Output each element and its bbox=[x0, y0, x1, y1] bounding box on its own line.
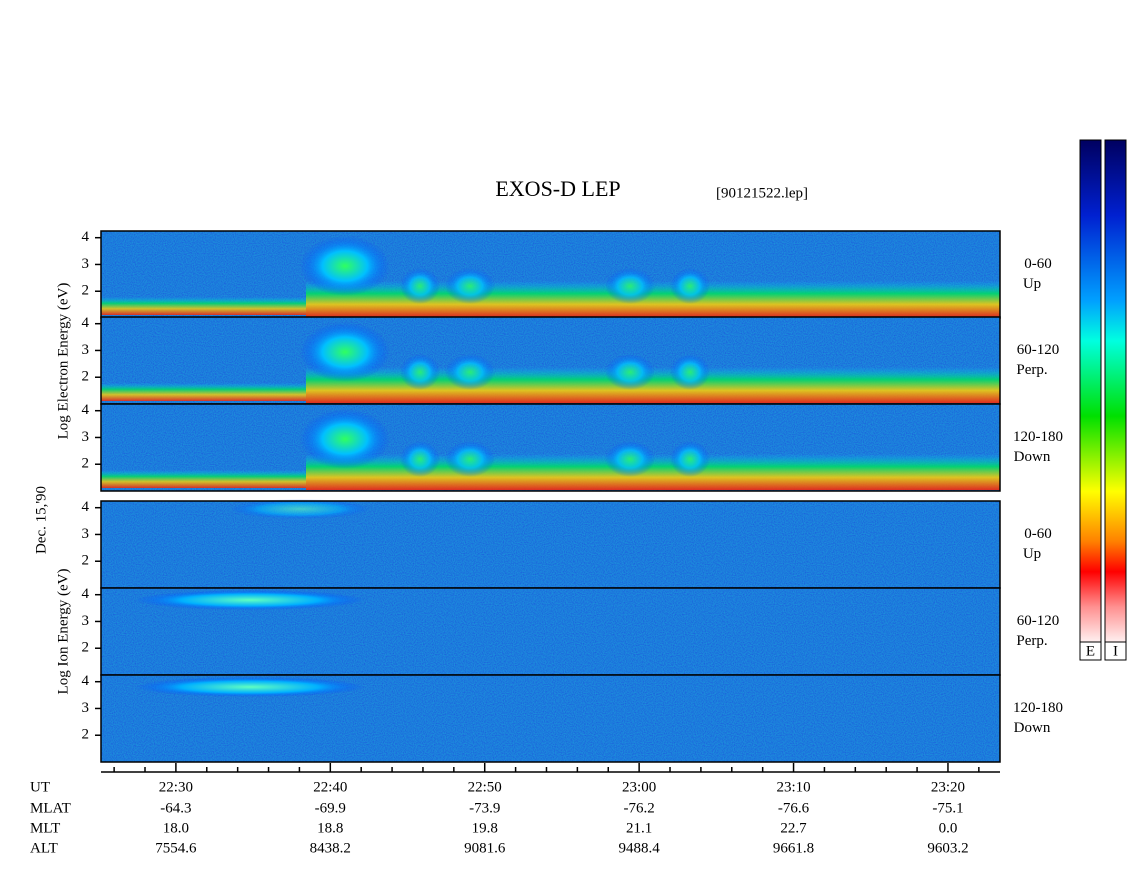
y-tick-label: 2 bbox=[82, 456, 90, 472]
row-value: -75.1 bbox=[932, 800, 963, 816]
row-value: 0.0 bbox=[939, 820, 958, 836]
row-value: 9661.8 bbox=[773, 840, 814, 856]
pitch-angle: 120-180 bbox=[1013, 700, 1063, 716]
row-label: ALT bbox=[30, 840, 58, 856]
row-label: MLT bbox=[30, 820, 60, 836]
row-value: 22.7 bbox=[780, 820, 807, 836]
y-tick-label: 4 bbox=[82, 315, 90, 331]
spectrum-blob bbox=[445, 441, 495, 477]
y-tick-label: 4 bbox=[82, 402, 90, 418]
y-tick-label: 3 bbox=[82, 342, 90, 358]
direction: Up bbox=[1023, 276, 1041, 292]
spectrum-blob bbox=[445, 268, 495, 304]
spectrum-blob bbox=[670, 354, 710, 390]
group-ylabel: Log Electron Energy (eV) bbox=[55, 283, 71, 440]
row-value: 7554.6 bbox=[155, 840, 197, 856]
direction: Perp. bbox=[1016, 633, 1047, 649]
spectrum-blob bbox=[400, 268, 440, 304]
spectrum-band bbox=[101, 470, 306, 488]
y-tick-label: 4 bbox=[82, 499, 90, 515]
x-tick-label: 23:10 bbox=[776, 779, 810, 795]
spectrum-blob bbox=[445, 354, 495, 390]
spectrum-blob bbox=[605, 268, 655, 304]
pitch-angle: 60-120 bbox=[1017, 342, 1060, 358]
direction: Down bbox=[1014, 720, 1051, 736]
title: EXOS-D LEP bbox=[495, 176, 620, 201]
spectrum-blob bbox=[135, 590, 365, 610]
pitch-angle: 0-60 bbox=[1024, 256, 1052, 272]
direction: Up bbox=[1023, 546, 1041, 562]
row-value: 21.1 bbox=[626, 820, 652, 836]
y-tick-label: 3 bbox=[82, 613, 90, 629]
spectrum-band bbox=[101, 383, 306, 401]
row-label: MLAT bbox=[30, 800, 71, 816]
row-value: 18.0 bbox=[163, 820, 189, 836]
x-tick-label: 22:50 bbox=[468, 779, 502, 795]
spectrum-blob bbox=[135, 677, 365, 697]
colorbar-label: E bbox=[1086, 643, 1095, 659]
spectrogram-noise bbox=[101, 501, 1000, 588]
row-value: -76.6 bbox=[778, 800, 810, 816]
colorbar-label: I bbox=[1113, 643, 1118, 659]
y-tick-label: 3 bbox=[82, 526, 90, 542]
y-tick-label: 2 bbox=[82, 640, 90, 656]
x-tick-label: 23:20 bbox=[931, 779, 965, 795]
group-ylabel: Log Ion Energy (eV) bbox=[55, 569, 71, 695]
row-value: 9488.4 bbox=[619, 840, 661, 856]
spectrum-band bbox=[101, 297, 306, 315]
row-value: 19.8 bbox=[472, 820, 498, 836]
spectrum-blob bbox=[400, 354, 440, 390]
spectrum-blob bbox=[300, 322, 390, 382]
row-value: -73.9 bbox=[469, 800, 500, 816]
y-tick-label: 3 bbox=[82, 700, 90, 716]
panel-frame bbox=[100, 674, 1001, 763]
y-tick-label: 3 bbox=[82, 256, 90, 272]
y-tick-label: 4 bbox=[82, 673, 90, 689]
colorbar-label-box bbox=[1079, 641, 1102, 661]
x-tick-label: 22:30 bbox=[159, 779, 193, 795]
direction: Down bbox=[1014, 449, 1051, 465]
y-tick-label: 2 bbox=[82, 553, 90, 569]
row-value: -64.3 bbox=[160, 800, 191, 816]
pitch-angle: 0-60 bbox=[1024, 526, 1052, 542]
spectrum-blob bbox=[300, 236, 390, 296]
row-value: 9603.2 bbox=[927, 840, 968, 856]
row-value: 9081.6 bbox=[464, 840, 506, 856]
spectrum-blob bbox=[300, 409, 390, 469]
direction: Perp. bbox=[1016, 362, 1047, 378]
pitch-angle: 120-180 bbox=[1013, 429, 1063, 445]
y-tick-label: 2 bbox=[82, 283, 90, 299]
y-tick-label: 4 bbox=[82, 586, 90, 602]
panel-frame bbox=[100, 403, 1001, 492]
x-tick-label: 22:40 bbox=[313, 779, 347, 795]
pitch-angle: 60-120 bbox=[1017, 613, 1060, 629]
row-value: 8438.2 bbox=[310, 840, 351, 856]
y-tick-label: 2 bbox=[82, 727, 90, 743]
row-value: -69.9 bbox=[315, 800, 346, 816]
colorbar bbox=[1079, 139, 1102, 643]
row-label: UT bbox=[30, 779, 50, 795]
spectrum-blob bbox=[670, 268, 710, 304]
row-value: 18.8 bbox=[317, 820, 343, 836]
file-name: [90121522.lep] bbox=[716, 185, 808, 201]
y-tick-label: 4 bbox=[82, 229, 90, 245]
spectrum-blob bbox=[605, 441, 655, 477]
spectrum-blob bbox=[605, 354, 655, 390]
spectrum-blob bbox=[400, 441, 440, 477]
x-tick-label: 23:00 bbox=[622, 779, 656, 795]
row-value: -76.2 bbox=[624, 800, 655, 816]
y-tick-label: 2 bbox=[82, 369, 90, 385]
y-tick-label: 3 bbox=[82, 429, 90, 445]
colorbar bbox=[1104, 139, 1127, 643]
date: Dec. 15,'90 bbox=[33, 486, 49, 554]
spectrum-blob bbox=[670, 441, 710, 477]
spectrum-blob bbox=[230, 499, 370, 519]
colorbar-label-box bbox=[1104, 641, 1127, 661]
